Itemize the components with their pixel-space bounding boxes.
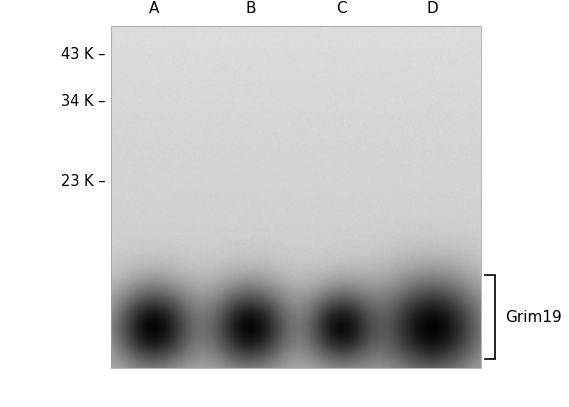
- Text: 43 K –: 43 K –: [61, 48, 105, 62]
- Text: D: D: [427, 1, 438, 16]
- Text: 34 K –: 34 K –: [61, 94, 105, 109]
- Text: Grim19: Grim19: [505, 310, 562, 324]
- Text: C: C: [336, 1, 347, 16]
- Bar: [111, 26, 481, 368]
- Text: A: A: [149, 1, 159, 16]
- Text: B: B: [245, 1, 255, 16]
- Text: 23 K –: 23 K –: [61, 174, 105, 188]
